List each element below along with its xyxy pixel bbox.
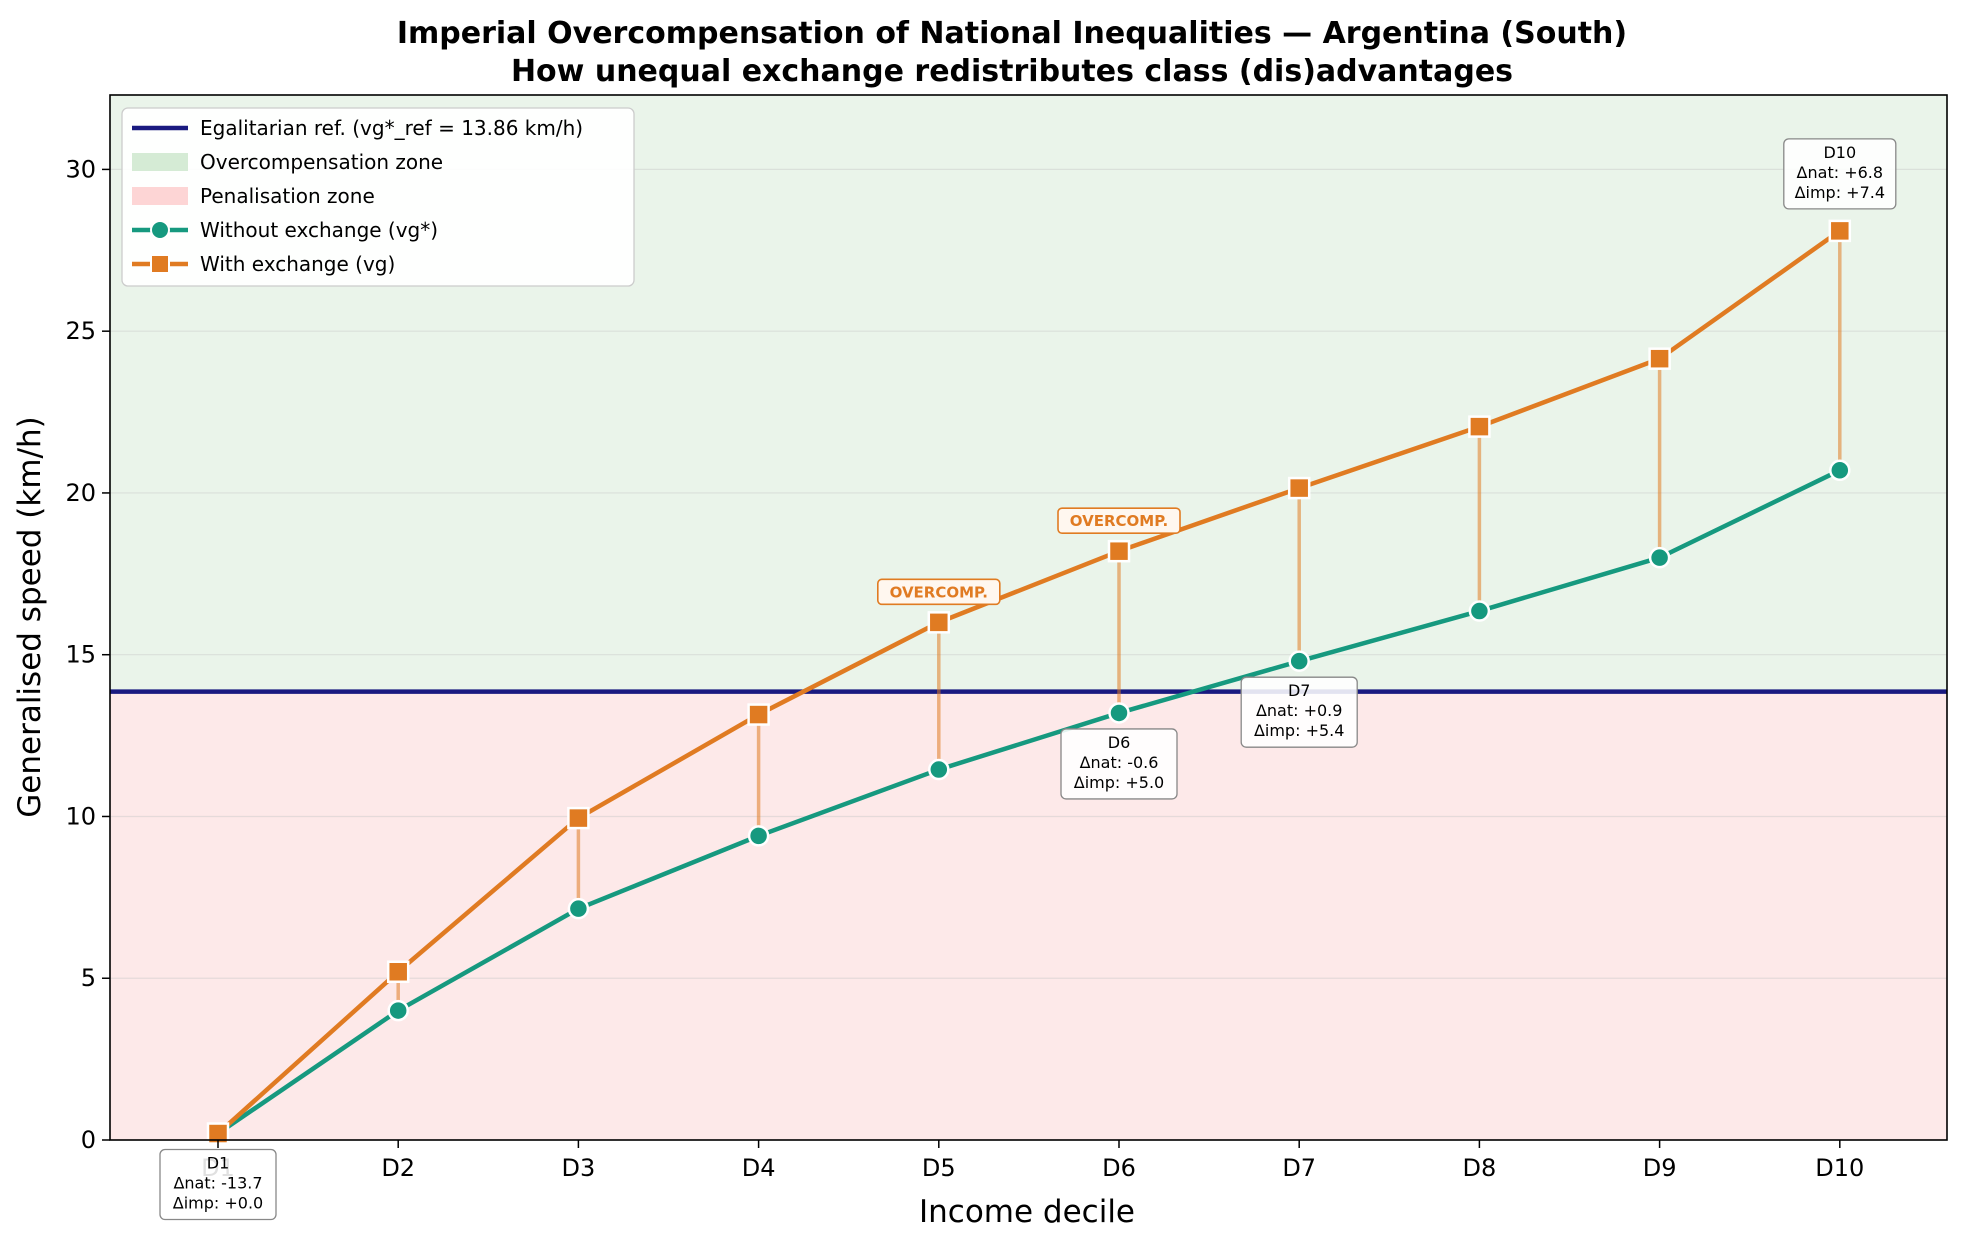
point-vg-star-D9 (1648, 546, 1671, 569)
y-tick-label: 30 (65, 155, 96, 183)
gap-connectors (396, 230, 1842, 1011)
point-vg-star-D2 (387, 999, 409, 1022)
point-vg-D6 (1107, 539, 1131, 563)
axes: 0 5 10 15 20 25 30 D1 D2 D3 D4 D5 D6 D7 D8 D9 D10 (65, 94, 1948, 1182)
series-layer (206, 219, 1852, 1145)
plot-frame (109, 94, 1948, 1141)
point-vg-D7 (1287, 476, 1311, 500)
point-vg-star-D8 (1468, 600, 1491, 622)
annotation-box (1783, 138, 1897, 210)
point-vg-D8 (1468, 415, 1491, 438)
x-tick-label: D2 (381, 1154, 415, 1182)
point-vg-D3 (567, 806, 590, 830)
y-tick-label: 10 (65, 802, 96, 830)
point-vg-star-D5 (928, 758, 950, 781)
x-tick-label: D6 (1102, 1154, 1136, 1182)
x-tick-label: D3 (562, 1154, 596, 1182)
legend-item-with-exchange: With exchange (vg) (132, 252, 395, 276)
legend-swatch-marker (150, 254, 170, 274)
chart-title: Imperial Overcompensation of National In… (397, 16, 1627, 51)
flag-box (1057, 507, 1181, 534)
overcomp-flag-D6: OVERCOMP. (1057, 507, 1181, 534)
annotation-box (1240, 676, 1358, 748)
annotation-line: D10 (1823, 143, 1856, 162)
point-vg-D10 (1828, 219, 1852, 243)
point-vg-D2 (386, 960, 410, 984)
legend-item-overcompensation: Overcompensation zone (132, 150, 443, 174)
legend-label: Overcompensation zone (200, 150, 443, 174)
point-vg-star-D7 (1288, 650, 1310, 672)
flag-label: OVERCOMP. (1070, 512, 1168, 530)
legend-item-penalisation: Penalisation zone (132, 184, 375, 208)
zone-layer (110, 95, 1947, 1140)
point-vg-star-D4 (747, 825, 770, 847)
chart-subtitle: How unequal exchange redistributes class… (511, 54, 1513, 89)
penalisation-zone (110, 691, 1947, 1140)
annotation-line: Δnat: +6.8 (1797, 163, 1884, 182)
y-tick-label: 25 (65, 317, 96, 345)
y-tick-label: 20 (65, 479, 96, 507)
x-tick-label: D4 (742, 1154, 776, 1182)
legend-label: Egalitarian ref. (vg*_ref = 13.86 km/h) (200, 116, 583, 140)
flag-box (876, 578, 1001, 606)
overcomp-flag-D5: OVERCOMP. (876, 578, 1001, 606)
legend-label: With exchange (vg) (200, 252, 395, 276)
point-vg-star-D3 (567, 897, 590, 920)
point-vg-D4 (747, 703, 770, 726)
legend-item-without-exchange: Without exchange (vg*) (132, 218, 438, 242)
annotation-line: Δimp: +7.4 (1795, 183, 1885, 202)
x-tick-label: D9 (1643, 1154, 1677, 1182)
x-tick-label: D10 (1815, 1154, 1864, 1182)
annotation-line: D1 (207, 1154, 230, 1173)
legend-swatch-patch (132, 153, 188, 171)
annotation-line: D6 (1108, 733, 1131, 752)
point-vg-star-D6 (1108, 702, 1130, 724)
legend: Egalitarian ref. (vg*_ref = 13.86 km/h) O… (121, 107, 635, 287)
point-vg-D9 (1648, 347, 1671, 370)
annotation-box (159, 1148, 277, 1221)
point-vg-D5 (927, 611, 951, 634)
annotation-line: D7 (1288, 681, 1311, 700)
annotation-line: Δnat: -13.7 (173, 1174, 262, 1193)
x-tick-label: D7 (1282, 1154, 1316, 1182)
y-axis-label: Generalised speed (km/h) (12, 416, 48, 817)
point-vg-star-D10 (1829, 459, 1851, 482)
legend-box (121, 107, 635, 287)
series-line-1 (216, 229, 1842, 1136)
y-tick-label: 5 (81, 964, 96, 992)
annotation-line: Δimp: +5.4 (1254, 721, 1344, 740)
legend-swatch-marker (150, 220, 170, 240)
legend-swatch-patch (132, 187, 188, 205)
y-tick-label: 15 (65, 641, 96, 669)
x-tick-label: D5 (922, 1154, 956, 1182)
flag-label: OVERCOMP. (890, 583, 988, 601)
annotation-line: Δimp: +0.0 (173, 1194, 263, 1213)
series-line-0 (216, 468, 1841, 1136)
annotation-box (1060, 728, 1178, 800)
legend-label: Penalisation zone (200, 184, 375, 208)
legend-item-reference: Egalitarian ref. (vg*_ref = 13.86 km/h) (132, 116, 583, 140)
annotation-line: Δimp: +5.0 (1074, 773, 1164, 792)
y-tick-label: 0 (81, 1126, 96, 1154)
x-axis-label: Income decile (919, 1194, 1135, 1230)
x-tick-label: D8 (1463, 1154, 1497, 1182)
annotation-line: Δnat: -0.6 (1080, 753, 1159, 772)
annotation-line: Δnat: +0.9 (1256, 701, 1343, 720)
legend-label: Without exchange (vg*) (200, 218, 438, 242)
